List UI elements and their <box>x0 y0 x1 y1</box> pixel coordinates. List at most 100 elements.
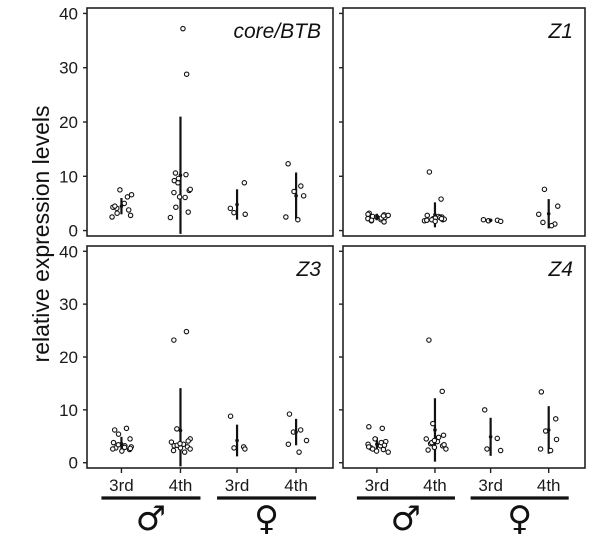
data-point <box>431 437 438 444</box>
mean-marker <box>235 438 239 443</box>
data-point <box>385 449 391 455</box>
data-point <box>183 328 190 335</box>
data-point <box>185 438 191 444</box>
x-tick-label: 3rd <box>478 476 503 495</box>
panel-title: Z3 <box>295 258 321 281</box>
group-1 <box>365 424 391 455</box>
mean-marker <box>375 215 379 219</box>
mean-marker <box>546 211 551 216</box>
data-point <box>109 214 115 220</box>
data-point <box>110 446 116 452</box>
data-point <box>127 436 133 442</box>
data-point <box>295 216 301 223</box>
data-point <box>128 191 135 198</box>
mean-marker <box>178 173 183 177</box>
mean-marker <box>546 428 551 432</box>
data-point <box>187 446 193 452</box>
y-tick-label: 40 <box>59 242 78 261</box>
data-point <box>425 447 431 453</box>
data-point <box>242 211 248 218</box>
data-point <box>298 183 304 189</box>
data-point <box>185 209 191 215</box>
data-point <box>541 186 548 193</box>
data-point <box>115 431 122 437</box>
data-point <box>540 219 546 226</box>
mean-marker <box>433 428 437 432</box>
group-2 <box>421 169 448 228</box>
panel-z4: Z4 <box>339 245 586 473</box>
mean-marker <box>488 218 493 223</box>
group-3 <box>481 407 504 456</box>
mean-marker <box>119 441 124 446</box>
group-3 <box>227 180 248 220</box>
data-point <box>368 217 375 224</box>
group-4 <box>285 411 310 455</box>
data-point <box>379 425 386 432</box>
data-point <box>553 436 560 443</box>
panel-title: Z4 <box>547 258 573 281</box>
x-tick-label: 3rd <box>225 476 250 495</box>
data-point <box>110 439 117 446</box>
x-tick-label: 3rd <box>109 476 134 495</box>
x-tick-label: 4th <box>423 476 447 495</box>
data-point <box>283 214 289 220</box>
data-point <box>180 25 186 32</box>
data-point <box>124 194 131 200</box>
group-3 <box>227 413 248 457</box>
data-point <box>127 445 134 452</box>
data-point <box>123 425 130 432</box>
mean-marker <box>235 202 239 207</box>
y-axis-label: relative expression levels <box>28 106 54 363</box>
data-point <box>286 411 293 417</box>
data-point <box>111 427 118 433</box>
group-3 <box>480 216 504 225</box>
group-2 <box>168 328 193 467</box>
y-tick-label: 30 <box>59 59 78 78</box>
data-point <box>112 203 118 209</box>
data-point <box>171 189 177 196</box>
data-point <box>300 193 307 199</box>
data-point <box>481 407 488 413</box>
data-point <box>381 442 388 449</box>
data-point <box>114 210 120 216</box>
data-point <box>431 444 438 451</box>
data-point <box>547 447 554 454</box>
y-tick-label: 0 <box>69 454 78 473</box>
data-point <box>497 218 504 225</box>
data-point <box>554 203 561 209</box>
data-point <box>426 169 433 175</box>
data-point <box>441 441 447 448</box>
panel-z1: Z1 <box>339 7 586 237</box>
y-tick-label: 10 <box>59 167 78 186</box>
mean-marker <box>119 204 124 208</box>
data-point <box>296 449 302 455</box>
data-point <box>438 215 445 222</box>
data-point <box>285 441 292 447</box>
group-4 <box>537 389 560 454</box>
x-tick-label: 3rd <box>365 476 390 495</box>
data-point <box>552 416 559 422</box>
female-symbol: ♀ <box>254 499 279 534</box>
data-point <box>182 194 188 201</box>
female-symbol: ♀ <box>507 499 532 534</box>
mean-marker <box>375 442 379 447</box>
y-tick-label: 0 <box>69 222 78 241</box>
data-point <box>535 211 542 218</box>
x-tick-label: 4th <box>537 476 561 495</box>
data-point <box>173 204 179 210</box>
data-point <box>423 436 429 442</box>
data-point <box>231 445 237 451</box>
data-point <box>439 388 445 395</box>
y-tick-label: 10 <box>59 401 78 420</box>
data-point <box>538 389 545 395</box>
x-tick-label: 4th <box>169 476 193 495</box>
data-point <box>171 337 177 343</box>
y-tick-label: 30 <box>59 295 78 314</box>
data-point <box>168 439 175 445</box>
panel-title: core/BTB <box>233 20 321 43</box>
mean-marker <box>488 435 493 439</box>
data-point <box>366 424 372 430</box>
data-point <box>119 448 125 454</box>
data-point <box>176 194 183 200</box>
